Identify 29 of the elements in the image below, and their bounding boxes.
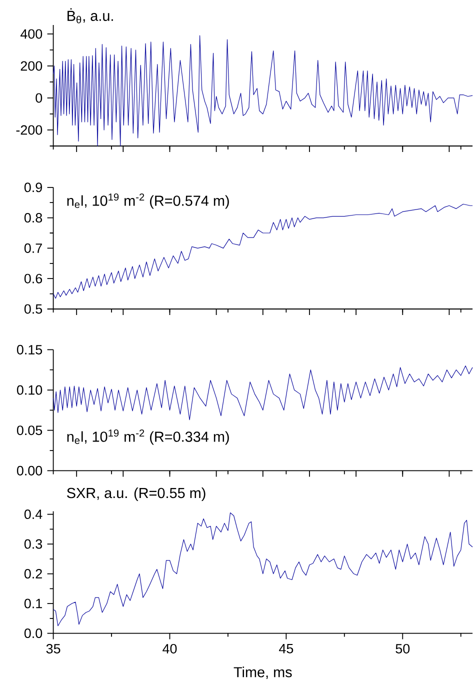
x-axis-title: Time, ms [234,666,292,679]
y-tick-label: 0.10 [16,385,42,395]
chart-title: n$_{e}$l, 10$^{19}$ m$^{-2}$ (R=0.574 m) [67,193,229,209]
y-tick-label: 0.1 [24,598,42,608]
y-tick-label: 0.6 [24,274,42,284]
y-tick-label: 0.05 [16,426,42,436]
y-tick-label: 0.0 [24,628,42,638]
text: n$_{e}$l, 10$^{19}$ m$^{-2}$ (R=0.334 m) [67,429,229,445]
x-tick-label: 40 [162,644,177,654]
y-tick-label: 200 [20,61,42,71]
y-tick-label: -200 [16,125,42,135]
y-tick-label: 0.4 [24,510,42,520]
line-series [53,512,473,626]
y-tick-label: 0.15 [16,344,42,354]
x-tick-label: 35 [46,644,60,654]
y-tick-label: 0.3 [24,539,42,549]
y-tick-label: 0.00 [16,466,42,476]
y-tick-label: 0.8 [24,213,42,223]
chart-title: SXR, a.u. (R=0.55 m) [67,488,206,501]
y-tick-label: 0 [36,93,42,103]
line-series [53,366,473,420]
x-tick-label: 45 [279,644,294,654]
chart-title: Ḃ$_{θ}$, a.u. [68,8,113,24]
y-tick-label: 0.7 [24,243,42,253]
x-tick-label: 50 [396,644,410,654]
y-tick-label: 0.2 [24,569,42,579]
y-tick-label: 400 [20,29,42,39]
y-tick-label: 0.9 [24,182,42,192]
y-tick-label: 0.5 [24,304,42,314]
